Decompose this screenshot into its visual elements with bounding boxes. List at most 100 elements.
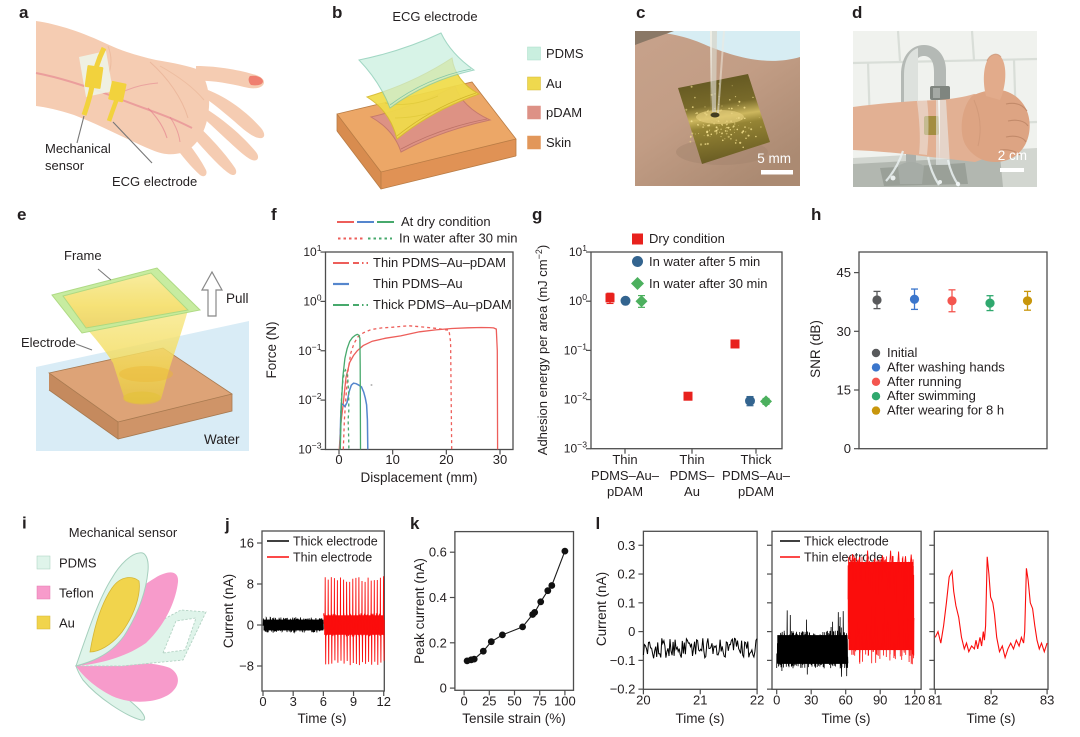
svg-text:Thin electrode: Thin electrode xyxy=(293,551,372,565)
svg-text:Mechanical sensor: Mechanical sensor xyxy=(69,525,178,540)
svg-text:d: d xyxy=(852,3,862,22)
svg-text:Time (s): Time (s) xyxy=(822,711,871,726)
svg-text:Dry condition: Dry condition xyxy=(649,231,725,246)
svg-text:21: 21 xyxy=(693,692,707,707)
svg-text:6: 6 xyxy=(320,694,327,709)
svg-text:81: 81 xyxy=(928,692,942,707)
svg-text:20: 20 xyxy=(439,452,453,467)
svg-text:ECG electrode: ECG electrode xyxy=(112,174,197,189)
svg-text:0: 0 xyxy=(440,681,447,696)
svg-text:Thick PDMS–Au–pDAM: Thick PDMS–Au–pDAM xyxy=(373,297,512,312)
svg-text:Au: Au xyxy=(684,484,700,499)
svg-text:3: 3 xyxy=(290,694,297,709)
svg-text:In water after 30 min: In water after 30 min xyxy=(399,231,518,246)
svg-text:0.6: 0.6 xyxy=(429,545,447,560)
svg-text:9: 9 xyxy=(350,694,357,709)
svg-text:e: e xyxy=(17,205,26,224)
svg-text:0: 0 xyxy=(247,618,254,633)
svg-text:g: g xyxy=(532,205,542,224)
svg-text:Thin PDMS–Au–pDAM: Thin PDMS–Au–pDAM xyxy=(373,255,506,270)
svg-text:b: b xyxy=(332,3,342,22)
svg-text:After wearing for 8 h: After wearing for 8 h xyxy=(887,403,1004,418)
svg-text:At dry condition: At dry condition xyxy=(401,214,491,229)
svg-text:PDMS–Au–: PDMS–Au– xyxy=(722,468,791,483)
svg-text:0: 0 xyxy=(628,624,635,639)
svg-text:25: 25 xyxy=(482,693,496,708)
svg-text:pDAM: pDAM xyxy=(607,484,643,499)
svg-text:120: 120 xyxy=(904,692,926,707)
svg-text:Thin: Thin xyxy=(679,452,704,467)
svg-text:Thick electrode: Thick electrode xyxy=(804,535,889,549)
svg-text:Thick: Thick xyxy=(740,452,772,467)
svg-text:12: 12 xyxy=(376,694,390,709)
svg-text:Time (s): Time (s) xyxy=(298,711,347,726)
svg-text:Thick electrode: Thick electrode xyxy=(293,535,378,549)
svg-text:30: 30 xyxy=(493,452,507,467)
svg-text:Time (s): Time (s) xyxy=(676,711,725,726)
svg-text:−8: −8 xyxy=(239,659,254,674)
svg-text:Au: Au xyxy=(59,616,75,631)
svg-text:Pull: Pull xyxy=(226,291,249,306)
svg-text:Skin: Skin xyxy=(546,135,571,150)
svg-text:pDAM: pDAM xyxy=(546,105,582,120)
svg-text:f: f xyxy=(271,205,277,224)
svg-text:60: 60 xyxy=(838,692,852,707)
svg-text:82: 82 xyxy=(984,692,998,707)
svg-text:−0.2: −0.2 xyxy=(610,682,636,697)
svg-text:45: 45 xyxy=(837,265,851,280)
svg-text:PDMS: PDMS xyxy=(546,46,584,61)
svg-text:k: k xyxy=(410,514,420,533)
svg-text:pDAM: pDAM xyxy=(738,484,774,499)
svg-text:Frame: Frame xyxy=(64,248,102,263)
svg-text:83: 83 xyxy=(1040,692,1054,707)
svg-text:0: 0 xyxy=(773,692,780,707)
svg-text:PDMS: PDMS xyxy=(59,556,97,571)
svg-text:Current (nA): Current (nA) xyxy=(594,572,609,646)
svg-text:Adhesion energy per area (mJ c: Adhesion energy per area (mJ cm−2) xyxy=(534,245,550,455)
svg-text:0: 0 xyxy=(460,693,467,708)
svg-text:SNR (dB): SNR (dB) xyxy=(808,320,823,378)
svg-text:Thin PDMS–Au: Thin PDMS–Au xyxy=(373,276,463,291)
svg-text:In water after 30 min: In water after 30 min xyxy=(649,276,768,291)
svg-text:0: 0 xyxy=(335,452,342,467)
svg-text:50: 50 xyxy=(507,693,521,708)
svg-text:PDMS–Au–: PDMS–Au– xyxy=(591,468,660,483)
svg-text:i: i xyxy=(22,514,27,533)
svg-text:Au: Au xyxy=(546,76,562,91)
svg-text:Time (s): Time (s) xyxy=(967,711,1016,726)
svg-text:In water after 5 min: In water after 5 min xyxy=(649,254,760,269)
svg-text:0: 0 xyxy=(844,441,851,456)
svg-text:After swimming: After swimming xyxy=(887,388,976,403)
svg-text:20: 20 xyxy=(636,692,650,707)
svg-text:16: 16 xyxy=(240,536,254,551)
svg-text:0.4: 0.4 xyxy=(429,590,447,605)
svg-text:0.2: 0.2 xyxy=(429,635,447,650)
svg-text:Mechanical: Mechanical xyxy=(45,141,111,156)
svg-text:2 cm: 2 cm xyxy=(998,148,1027,163)
svg-text:PDMS–: PDMS– xyxy=(670,468,716,483)
svg-text:Initial: Initial xyxy=(887,345,917,360)
svg-text:h: h xyxy=(811,205,821,224)
svg-text:ECG electrode: ECG electrode xyxy=(392,9,477,24)
svg-text:−0.1: −0.1 xyxy=(610,653,636,668)
svg-text:After running: After running xyxy=(887,374,961,389)
svg-text:Thin: Thin xyxy=(612,452,637,467)
svg-text:75: 75 xyxy=(532,693,546,708)
svg-text:Electrode: Electrode xyxy=(21,335,76,350)
svg-text:0.1: 0.1 xyxy=(617,595,635,610)
svg-text:100: 100 xyxy=(554,693,576,708)
svg-text:Peak current (nA): Peak current (nA) xyxy=(412,558,427,664)
svg-text:j: j xyxy=(224,515,230,534)
svg-text:5 mm: 5 mm xyxy=(757,151,791,166)
svg-text:Current (nA): Current (nA) xyxy=(221,574,236,648)
svg-text:After washing hands: After washing hands xyxy=(887,359,1005,374)
svg-text:30: 30 xyxy=(804,692,818,707)
svg-text:0.3: 0.3 xyxy=(617,538,635,553)
svg-text:Water: Water xyxy=(204,432,240,447)
svg-text:Thin electrode: Thin electrode xyxy=(804,551,883,565)
svg-text:Teflon: Teflon xyxy=(59,586,94,601)
svg-text:22: 22 xyxy=(750,692,764,707)
svg-text:sensor: sensor xyxy=(45,158,85,173)
svg-text:Force (N): Force (N) xyxy=(264,322,279,379)
svg-text:Tensile strain (%): Tensile strain (%) xyxy=(462,711,566,726)
